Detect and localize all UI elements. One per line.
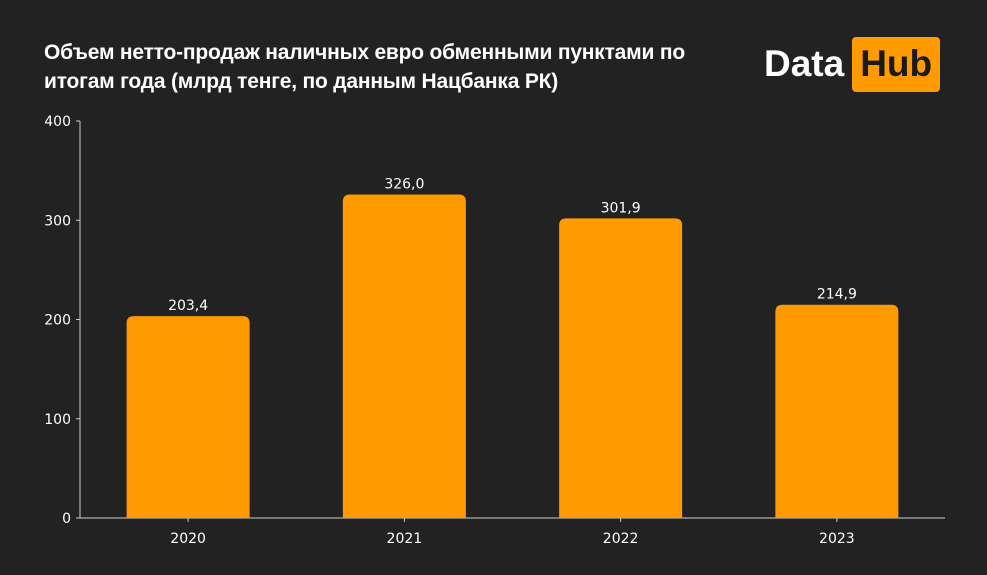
y-tick-label: 300: [44, 213, 71, 229]
data-label-2022: 301,9: [601, 200, 641, 216]
data-label-2023: 214,9: [817, 287, 857, 303]
y-tick-label: 200: [44, 313, 71, 329]
brand-logo: Data Hub: [764, 36, 941, 92]
bar-2021: [342, 194, 466, 518]
bar-2020: [126, 316, 250, 518]
data-label-2021: 326,0: [384, 176, 424, 192]
x-tick-label-2020: 2020: [170, 531, 206, 547]
brand-logo-word: Data: [764, 43, 845, 84]
y-tick-label: 400: [44, 114, 71, 130]
x-tick-label-2023: 2023: [819, 531, 855, 547]
x-tick-label-2022: 2022: [603, 531, 639, 547]
data-label-2020: 203,4: [168, 298, 208, 314]
brand-logo-box: Hub: [852, 36, 941, 92]
bar-2023: [775, 304, 899, 518]
chart-title: Объем нетто-продаж наличных евро обменны…: [44, 41, 685, 93]
y-tick-label: 100: [44, 412, 71, 428]
x-tick-label-2021: 2021: [387, 531, 423, 547]
bar-2022: [559, 218, 683, 518]
y-tick-label: 0: [62, 511, 71, 527]
